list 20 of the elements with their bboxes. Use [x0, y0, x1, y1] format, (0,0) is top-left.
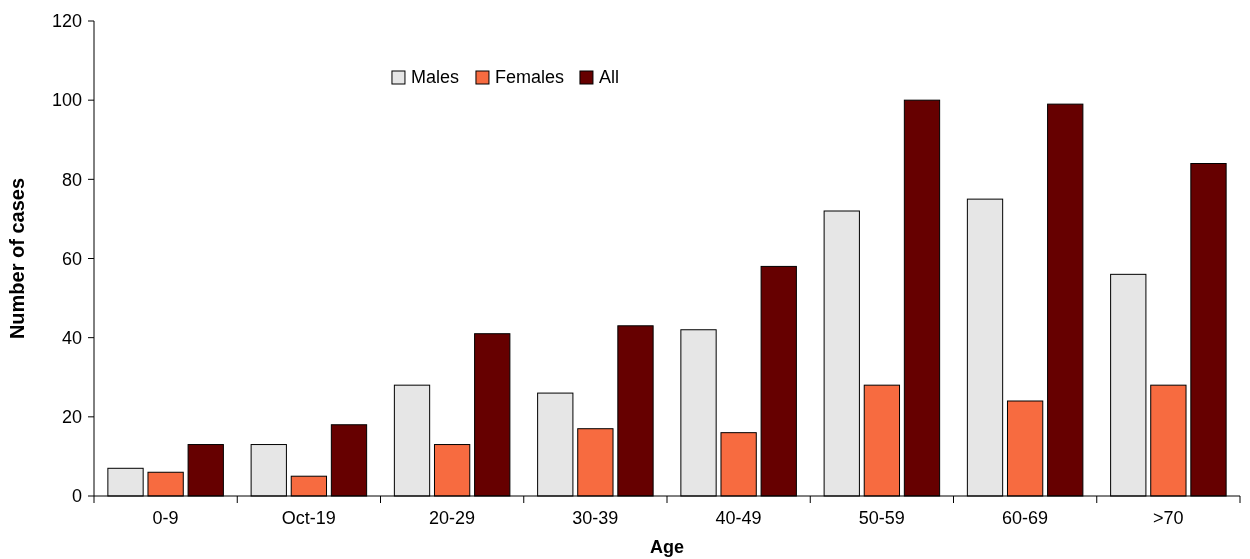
legend-label: Females: [494, 67, 564, 87]
x-axis-title: Age: [649, 537, 685, 557]
x-tick-label: 40-49: [715, 508, 762, 528]
x-tick-label: Oct-19: [281, 508, 336, 528]
legend-label: Males: [410, 67, 459, 87]
legend-label: All: [598, 67, 619, 87]
x-tick-label: 50-59: [858, 508, 905, 528]
y-tick-label: 120: [51, 11, 82, 32]
x-tick-label: >70: [1153, 508, 1184, 528]
y-tick-label: 60: [61, 248, 82, 269]
y-tick-label: 80: [61, 169, 82, 190]
y-tick-label: 0: [71, 486, 82, 507]
x-tick-label: 30-39: [572, 508, 619, 528]
x-tick-label: 60-69: [1002, 508, 1049, 528]
x-tick-label: 0-9: [152, 508, 179, 528]
x-tick-label: 20-29: [429, 508, 476, 528]
y-tick-label: 40: [61, 327, 82, 348]
y-tick-label: 20: [61, 407, 82, 428]
y-tick-label: 100: [51, 90, 82, 111]
y-axis-title: Number of cases: [6, 177, 28, 340]
